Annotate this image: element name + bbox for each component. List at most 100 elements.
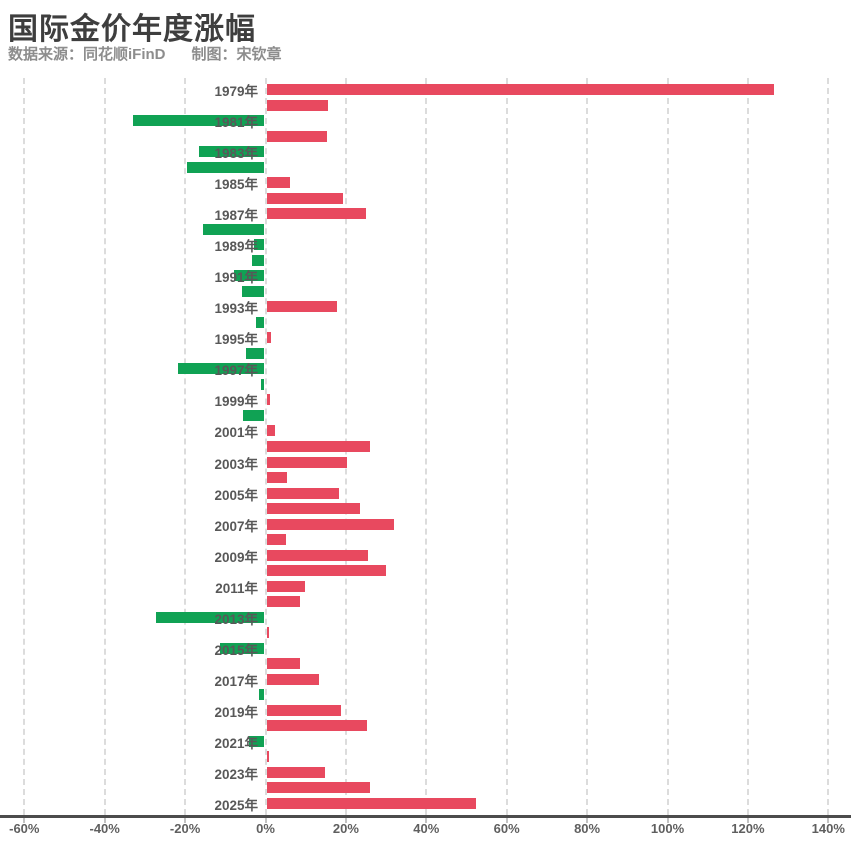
x-axis-tick-label: 120% — [731, 821, 765, 836]
x-axis-tick-label: -40% — [89, 821, 120, 836]
year-label-1993: 1993年 — [214, 301, 258, 317]
year-label-2005: 2005年 — [214, 487, 258, 503]
year-label-1981: 1981年 — [214, 115, 258, 130]
x-axis-tick-mark — [827, 818, 830, 823]
year-label-2021: 2021年 — [214, 735, 258, 751]
year-label-2009: 2009年 — [214, 549, 258, 565]
bar-1979 — [267, 84, 774, 95]
year-label-1997: 1997年 — [214, 363, 258, 379]
bar-1993 — [267, 301, 338, 313]
year-label-2013: 2013年 — [214, 611, 258, 627]
bar-2002 — [267, 441, 370, 452]
year-label-1999: 1999年 — [214, 394, 258, 410]
x-axis-tick-mark — [264, 818, 267, 823]
bar-1986 — [267, 192, 344, 204]
bar-1999 — [267, 394, 271, 406]
bar-1998 — [261, 378, 264, 390]
grid-line — [425, 78, 428, 815]
bar-2010 — [267, 565, 386, 577]
x-axis-tick-label: 80% — [574, 821, 601, 836]
x-axis-tick-mark — [586, 818, 589, 823]
bar-1985 — [267, 177, 291, 189]
x-axis-line — [0, 815, 851, 818]
page-title: 国际金价年度涨幅 — [8, 13, 256, 46]
bar-2011 — [267, 580, 306, 592]
bar-2025 — [267, 797, 476, 809]
bar-2000 — [243, 409, 264, 421]
bar-1995 — [267, 332, 271, 344]
bar-1997 — [178, 363, 264, 375]
grid-line — [586, 78, 589, 815]
bar-1984 — [186, 161, 264, 173]
bar-2021 — [249, 735, 264, 747]
bar-2016 — [267, 658, 301, 670]
bar-1987 — [267, 208, 366, 220]
bar-1981 — [132, 115, 264, 126]
year-label-1989: 1989年 — [214, 239, 258, 255]
bar-2018 — [259, 689, 264, 701]
bar-2012 — [267, 596, 300, 608]
x-axis-tick-label: 20% — [332, 821, 359, 836]
bar-2020 — [267, 720, 367, 732]
year-label-1979: 1979年 — [214, 84, 258, 99]
bar-1992 — [241, 285, 264, 297]
bar-2009 — [267, 549, 368, 561]
year-label-1991: 1991年 — [214, 270, 258, 286]
bar-2004 — [267, 472, 288, 483]
x-axis-tick-mark — [746, 818, 749, 823]
year-label-2019: 2019年 — [214, 704, 258, 720]
x-axis-tick-label: 140% — [811, 821, 845, 836]
data-source-label: 数据来源：同花顺iFinD — [8, 46, 166, 63]
x-axis-tick-mark — [666, 818, 669, 823]
year-label-2017: 2017年 — [214, 673, 258, 689]
grid-line — [184, 78, 187, 815]
x-axis-tick-label: 100% — [650, 821, 685, 836]
bar-2017 — [267, 673, 320, 685]
chart-subtitle: 数据来源：同花顺iFinD 制图：宋钦章 — [8, 43, 282, 64]
author-label: 制图：宋钦章 — [191, 46, 282, 63]
year-label-1987: 1987年 — [214, 208, 258, 224]
bar-1989 — [253, 239, 264, 251]
bar-1980 — [267, 99, 329, 111]
x-axis-tick-mark — [505, 818, 508, 823]
grid-line — [827, 78, 830, 815]
grid-line — [103, 78, 106, 815]
bar-2006 — [267, 503, 361, 514]
year-label-1995: 1995年 — [214, 332, 258, 348]
year-label-1983: 1983年 — [214, 146, 258, 162]
bar-2019 — [267, 704, 342, 716]
bar-2013 — [155, 611, 264, 623]
year-label-2007: 2007年 — [214, 518, 258, 534]
x-axis-tick-label: -20% — [169, 821, 201, 836]
bar-2024 — [267, 782, 370, 794]
x-axis-tick-mark — [425, 818, 428, 823]
bar-1994 — [256, 316, 264, 328]
grid-line — [746, 78, 749, 815]
year-label-2015: 2015年 — [214, 642, 258, 658]
bar-2005 — [267, 487, 339, 499]
year-label-2003: 2003年 — [214, 456, 258, 472]
year-label-2011: 2011年 — [215, 580, 258, 596]
grid-line — [23, 78, 26, 815]
x-axis-tick-mark — [103, 818, 106, 823]
bar-1996 — [245, 347, 264, 359]
year-label-2025: 2025年 — [214, 797, 258, 813]
bar-2008 — [267, 534, 287, 546]
bar-1982 — [267, 130, 327, 142]
x-axis-tick-label: 40% — [413, 821, 440, 836]
bar-2007 — [267, 518, 394, 530]
year-label-2023: 2023年 — [214, 766, 258, 782]
bar-1983 — [198, 146, 264, 158]
bar-1988 — [202, 223, 264, 235]
x-axis-tick-label: -60% — [9, 821, 40, 836]
x-axis-tick-mark — [344, 818, 347, 823]
year-label-1985: 1985年 — [214, 177, 258, 193]
bar-2001 — [267, 425, 275, 437]
x-axis-tick-label: 60% — [493, 821, 520, 836]
bar-2023 — [267, 766, 326, 778]
grid-line — [505, 78, 508, 815]
year-label-2001: 2001年 — [214, 425, 258, 441]
bar-2014 — [267, 627, 269, 639]
bar-2022 — [267, 751, 269, 763]
